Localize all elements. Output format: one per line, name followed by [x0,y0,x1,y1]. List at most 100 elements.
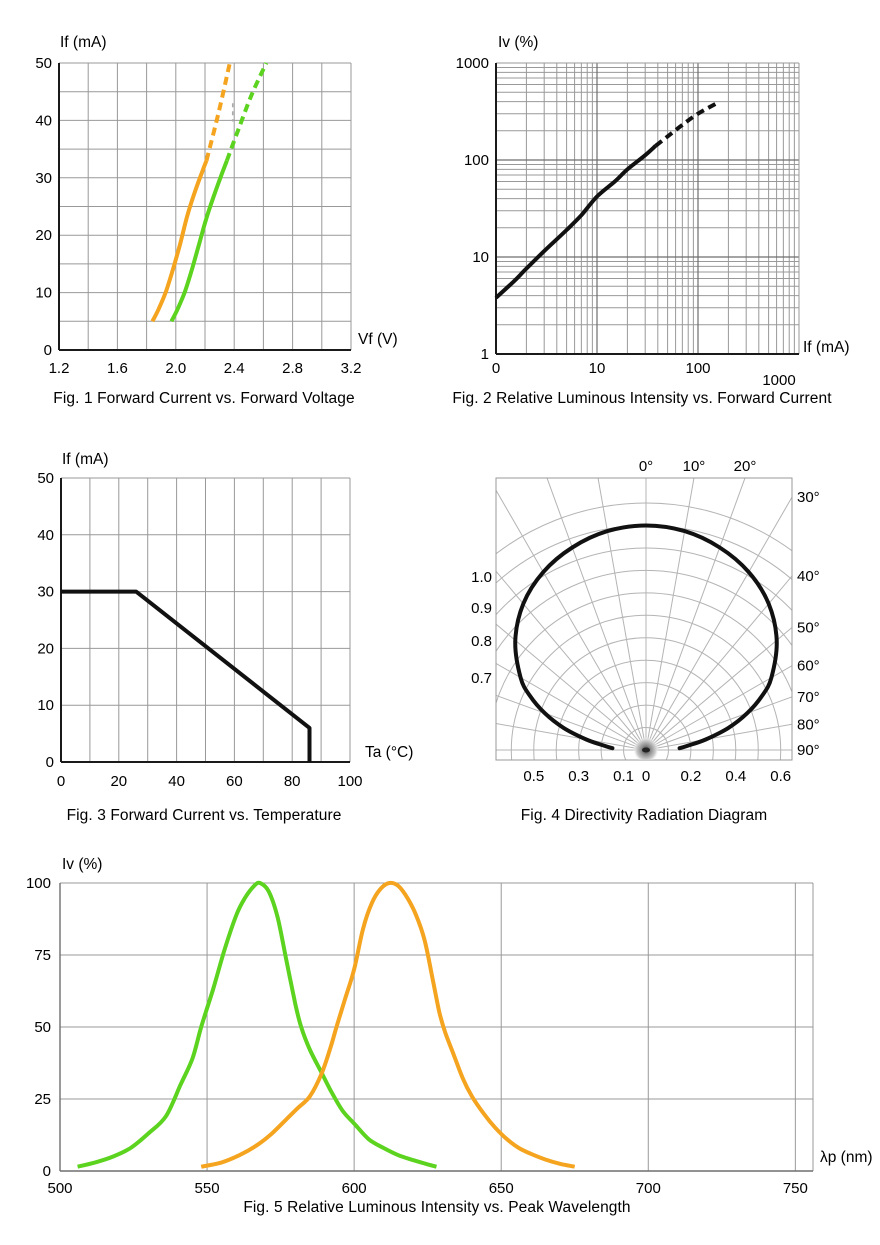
fig3-x-axis-title: Ta (°C) [365,744,413,761]
fig1-y-tick: 20 [35,227,52,244]
fig2-x-axis-title: If (mA) [803,339,850,356]
fig4-angle-label: 80° [797,716,820,733]
fig2-y-tick: 100 [464,152,489,169]
fig2: 0 10 100 1000 1 10 100 1000 Iv (%) If (mA) [456,34,850,389]
fig2-luminous-intensity-dashed [654,102,717,148]
fig2-x-tick: 100 [685,360,710,377]
fig5-y-tick: 0 [43,1163,51,1180]
fig5-x-tick: 650 [489,1180,514,1197]
fig4-angle-label: 0° [639,458,653,475]
fig5-caption: Fig. 5 Relative Luminous Intensity vs. P… [243,1199,631,1216]
fig3-derating-line [61,589,312,762]
fig3: 0 20 40 60 80 100 0 10 20 30 40 50 If (mA) Ta (°C) [37,451,413,790]
fig5-green-led-spectrum [77,880,437,1169]
fig3-grid [61,478,350,762]
fig1: 1.2 1.6 2.0 2.4 2.8 3.2 0 10 20 30 40 50 If (mA) Vf (… [35,34,397,377]
fig5-x-tick: 550 [195,1180,220,1197]
fig5-y-tick: 50 [34,1019,51,1036]
fig3-y-tick: 30 [37,584,54,601]
fig3-y-tick: 50 [37,470,54,487]
fig3-x-tick: 100 [337,773,362,790]
fig5-y-tick: 100 [26,875,51,892]
led-emitter-symbol [633,737,659,760]
fig2-caption: Fig. 2 Relative Luminous Intensity vs. F… [452,390,832,407]
fig4-grid [496,478,792,760]
fig3-y-tick: 40 [37,527,54,544]
fig5-orange-led-spectrum [200,880,576,1169]
fig1-tick-labels: 1.2 1.6 2.0 2.4 2.8 3.2 0 10 20 30 40 50 [35,55,361,377]
fig1-orange-led-iv-solid [150,159,209,323]
fig2-y-tick: 10 [472,249,489,266]
fig2-tick-labels: 0 10 100 1000 1 10 100 1000 [456,55,796,389]
fig1-green-led-iv-solid [169,159,229,323]
fig1-x-tick: 1.2 [49,360,70,377]
fig3-x-tick: 20 [110,773,127,790]
fig4-axis-label: 0.5 [523,768,544,785]
fig1-x-tick: 1.6 [107,360,128,377]
fig1-orange-led-iv-dashed [204,62,232,162]
fig5-y-tick: 25 [34,1091,51,1108]
fig4-frame [495,477,793,761]
fig1-x-tick: 2.0 [165,360,186,377]
fig3-x-tick: 0 [57,773,65,790]
fig1-x-tick: 2.4 [224,360,245,377]
fig4-labels: 0° 10° 20° 30° 40° 50° 60° 70° 80° 90° 1.0 0.9 0.8 0.… [471,458,820,785]
fig4-axis-label: 0.6 [770,768,791,785]
fig2-y-axis-title: Iv (%) [498,34,538,51]
fig3-y-tick: 0 [46,754,54,771]
fig3-x-tick: 60 [226,773,243,790]
fig5-x-tick: 500 [47,1180,72,1197]
fig4-angle-label: 90° [797,742,820,759]
fig5-x-tick: 750 [783,1180,808,1197]
fig5-x-tick: 700 [636,1180,661,1197]
fig3-caption: Fig. 3 Forward Current vs. Temperature [66,807,342,824]
fig1-grid [59,63,351,350]
fig3-y-tick: 10 [37,697,54,714]
fig4: 0° 10° 20° 30° 40° 50° 60° 70° 80° 90° 1.0 0.9 0.8 0.… [471,458,820,785]
fig4-caption: Fig. 4 Directivity Radiation Diagram [520,807,768,824]
fig5-grid [60,883,813,1171]
fig3-y-axis-title: If (mA) [62,451,109,468]
fig4-ring-label: 1.0 [471,569,492,586]
fig1-x-axis-title: Vf (V) [358,331,398,348]
fig3-tick-labels: 0 20 40 60 80 100 0 10 20 30 40 50 [37,470,362,790]
fig4-axis-label: 0.4 [725,768,746,785]
fig2-x-tick: 1000 [762,372,795,389]
fig1-green-led-iv-dashed [225,62,269,162]
fig2-x-tick: 10 [589,360,606,377]
fig5-y-axis-title: Iv (%) [62,856,102,873]
fig4-radiation-pattern [513,523,779,751]
fig2-luminous-intensity-solid [494,144,657,300]
fig4-axis-label: 0.1 [613,768,634,785]
fig5-y-tick: 75 [34,947,51,964]
fig1-x-tick: 2.8 [282,360,303,377]
fig4-ring-label: 0.7 [471,670,492,687]
fig2-y-tick: 1 [481,346,489,363]
fig2-grid [496,63,799,354]
fig1-y-tick: 10 [35,285,52,302]
fig5: 500 550 600 650 700 750 0 25 50 75 100 Iv (%) λp (nm… [26,856,873,1197]
fig4-axis-label: 0.2 [680,768,701,785]
fig4-angle-label: 10° [683,458,706,475]
fig4-angle-label: 20° [734,458,757,475]
fig4-ring-label: 0.8 [471,633,492,650]
fig4-angle-label: 70° [797,689,820,706]
fig5-tick-labels: 500 550 600 650 700 750 0 25 50 75 100 [26,875,808,1197]
fig3-x-tick: 80 [284,773,301,790]
fig4-angle-label: 50° [797,619,820,636]
fig1-y-tick: 50 [35,55,52,72]
fig2-y-tick: 1000 [456,55,489,72]
fig4-axis-label: 0 [642,768,650,785]
fig1-y-tick: 0 [44,342,52,359]
fig1-x-tick: 3.2 [341,360,362,377]
fig1-caption: Fig. 1 Forward Current vs. Forward Volta… [53,390,355,407]
fig4-angle-label: 40° [797,568,820,585]
fig3-y-tick: 20 [37,640,54,657]
fig1-y-tick: 30 [35,170,52,187]
fig5-x-tick: 600 [342,1180,367,1197]
fig3-x-tick: 40 [168,773,185,790]
fig5-x-axis-title: λp (nm) [820,1149,873,1166]
fig4-angle-label: 30° [797,489,820,506]
